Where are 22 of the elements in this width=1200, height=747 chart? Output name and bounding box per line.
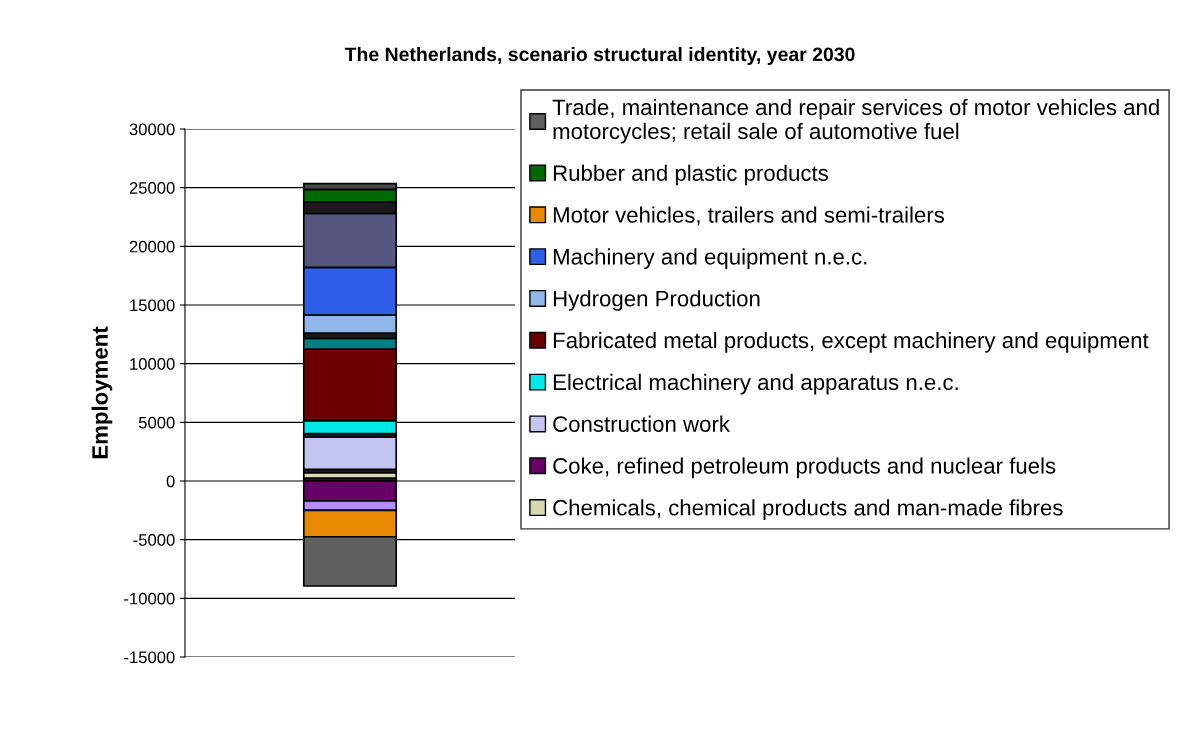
text: The Netherlands, scenario structural identity, year 2030 bbox=[344, 46, 855, 66]
legend-label: Construction work bbox=[553, 415, 730, 432]
legend-label: Electrical machinery and apparatus n.e.c. bbox=[553, 373, 958, 395]
y-tick-label: 20000 bbox=[129, 240, 175, 253]
y-tick-label: -5000 bbox=[133, 534, 175, 546]
y-tick-label: 15000 bbox=[130, 299, 175, 312]
y-tick-label: 25000 bbox=[129, 182, 175, 194]
y-tick-label: 30000 bbox=[129, 123, 175, 136]
y-tick-label: -10000 bbox=[124, 592, 175, 605]
legend-label: Machinery and equipment n.e.c. bbox=[553, 248, 867, 270]
y-tick-label: -15000 bbox=[124, 651, 175, 664]
y-axis-title: Employment bbox=[91, 326, 113, 459]
legend-label: Coke, refined petroleum products and nuclear fuels bbox=[553, 457, 1056, 479]
y-tick-label: 5000 bbox=[138, 416, 175, 429]
legend-label: Hydrogen Production bbox=[553, 290, 760, 311]
legend-label: Trade, maintenance and repair services of motor vehicles and motorcycles; retail sale of automotive fuel bbox=[552, 98, 1159, 144]
legend-label: Fabricated metal products, except machinery and equipment bbox=[553, 331, 1149, 353]
legend-label: Motor vehicles, trailers and semi-trailers bbox=[553, 206, 945, 226]
legend-label: Chemicals, chemical products and man-made fibres bbox=[553, 499, 1063, 520]
legend-label: Rubber and plastic products bbox=[553, 164, 829, 186]
y-tick-label: 10000 bbox=[130, 358, 175, 370]
y-tick-label: 0 bbox=[166, 475, 175, 488]
